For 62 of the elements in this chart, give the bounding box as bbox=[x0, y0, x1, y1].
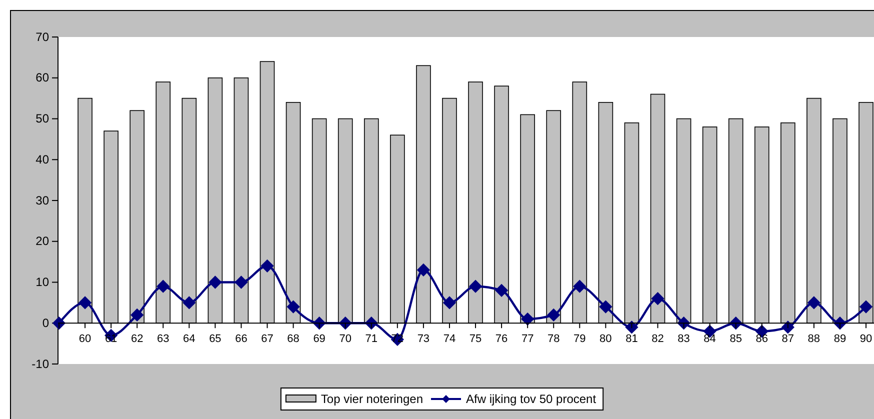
point bbox=[781, 320, 794, 334]
x-tick-label: 73 bbox=[417, 333, 430, 346]
y-tick-label: 10 bbox=[36, 275, 50, 290]
point bbox=[807, 296, 821, 310]
x-tick-label: 65 bbox=[209, 333, 222, 346]
point bbox=[260, 259, 274, 272]
x-tick-label: 67 bbox=[261, 333, 274, 346]
point bbox=[416, 263, 430, 277]
x-tick-label: 89 bbox=[834, 333, 846, 346]
x-tick-label: 84 bbox=[704, 333, 716, 346]
y-tick-label: 20 bbox=[36, 234, 50, 248]
legend-label: Afw ijking tov 50 procent bbox=[466, 392, 597, 406]
y-tick-label: 70 bbox=[36, 30, 50, 44]
x-tick-label: 80 bbox=[600, 333, 612, 346]
point bbox=[859, 300, 873, 314]
x-tick-label: 70 bbox=[339, 333, 352, 346]
x-tick-label: 86 bbox=[756, 333, 768, 346]
x-tick-label: 69 bbox=[313, 333, 326, 346]
x-tick-label: 87 bbox=[782, 333, 794, 346]
point bbox=[442, 296, 456, 310]
point bbox=[494, 284, 508, 297]
x-tick-label: 75 bbox=[469, 333, 482, 346]
point bbox=[78, 296, 92, 310]
y-tick-label: 30 bbox=[36, 193, 50, 208]
point bbox=[156, 280, 170, 293]
x-tick-label: 74 bbox=[443, 333, 456, 346]
point bbox=[599, 300, 612, 314]
x-tick-label: 82 bbox=[652, 333, 664, 346]
point bbox=[547, 308, 560, 322]
x-tick-label: 68 bbox=[287, 333, 300, 346]
point bbox=[573, 280, 586, 293]
y-tick-label: -10 bbox=[32, 356, 50, 371]
x-tick-label: 90 bbox=[860, 333, 872, 346]
x-tick-label: 63 bbox=[157, 333, 170, 346]
x-tick-label: 77 bbox=[521, 333, 534, 346]
x-tick-label: 88 bbox=[808, 333, 820, 346]
point bbox=[468, 280, 482, 293]
x-tick-label: 71 bbox=[365, 333, 378, 346]
point bbox=[521, 312, 534, 326]
x-tick-label: 78 bbox=[547, 333, 560, 346]
y-tick-label: 0 bbox=[42, 316, 50, 330]
point bbox=[286, 300, 300, 314]
x-tick-label: 60 bbox=[78, 333, 92, 346]
legend-label: Top vier noteringen bbox=[320, 392, 423, 406]
point bbox=[208, 276, 222, 289]
x-tick-label: 64 bbox=[183, 333, 196, 346]
x-tick-label: 81 bbox=[626, 333, 638, 346]
y-tick-label: 40 bbox=[36, 152, 50, 166]
x-tick-label: 83 bbox=[678, 333, 690, 346]
point bbox=[625, 320, 638, 334]
point bbox=[182, 296, 196, 310]
x-tick-label: 76 bbox=[495, 333, 508, 346]
x-tick-label: 72 bbox=[391, 333, 404, 346]
point bbox=[130, 308, 144, 322]
y-tick-label: 60 bbox=[36, 70, 50, 85]
point bbox=[234, 276, 248, 289]
point bbox=[651, 292, 664, 306]
x-tick-label: 66 bbox=[235, 333, 248, 346]
y-tick-label: 50 bbox=[36, 112, 50, 126]
x-tick-label: 85 bbox=[730, 333, 742, 346]
x-tick-label: 79 bbox=[574, 333, 586, 346]
x-tick-label: 62 bbox=[130, 333, 144, 346]
